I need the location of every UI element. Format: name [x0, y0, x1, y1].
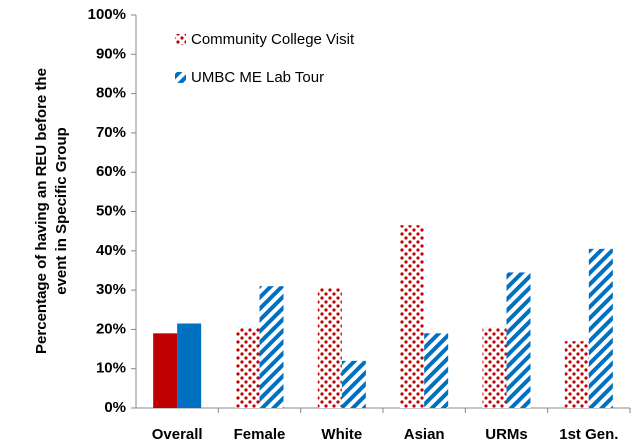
x-tick-label: Overall: [152, 426, 203, 443]
y-tick-label: 80%: [96, 85, 126, 102]
y-axis-label: Percentage of having an REU before the: [33, 68, 50, 354]
bar: [564, 341, 589, 408]
bar: [482, 327, 507, 408]
y-tick-label: 10%: [96, 360, 126, 377]
legend-marker: [175, 72, 186, 83]
y-tick-label: 30%: [96, 281, 126, 298]
bar: [259, 286, 284, 408]
legend-marker: [175, 34, 186, 45]
y-axis-label: event in Specific Group: [53, 127, 70, 295]
bar: [424, 333, 449, 408]
y-tick-label: 60%: [96, 163, 126, 180]
bar: [588, 248, 613, 408]
legend-label: UMBC ME Lab Tour: [191, 69, 324, 86]
y-tick-label: 50%: [96, 202, 126, 219]
bar: [506, 272, 531, 408]
x-tick-label: URMs: [485, 426, 528, 443]
x-tick-label: Female: [234, 426, 286, 443]
bar: [177, 323, 202, 408]
bar: [317, 288, 342, 408]
bar: [153, 333, 178, 408]
y-tick-label: 70%: [96, 124, 126, 141]
y-tick-label: 20%: [96, 320, 126, 337]
bar: [341, 360, 366, 408]
y-tick-label: 0%: [104, 399, 126, 416]
x-tick-label: 1st Gen.: [559, 426, 618, 443]
y-tick-label: 40%: [96, 242, 126, 259]
x-tick-label: Asian: [404, 426, 445, 443]
legend-label: Community College Visit: [191, 31, 355, 48]
y-tick-label: 90%: [96, 45, 126, 62]
y-tick-label: 100%: [88, 6, 126, 23]
x-tick-label: White: [321, 426, 362, 443]
bar: [235, 327, 260, 408]
bar: [400, 225, 425, 408]
